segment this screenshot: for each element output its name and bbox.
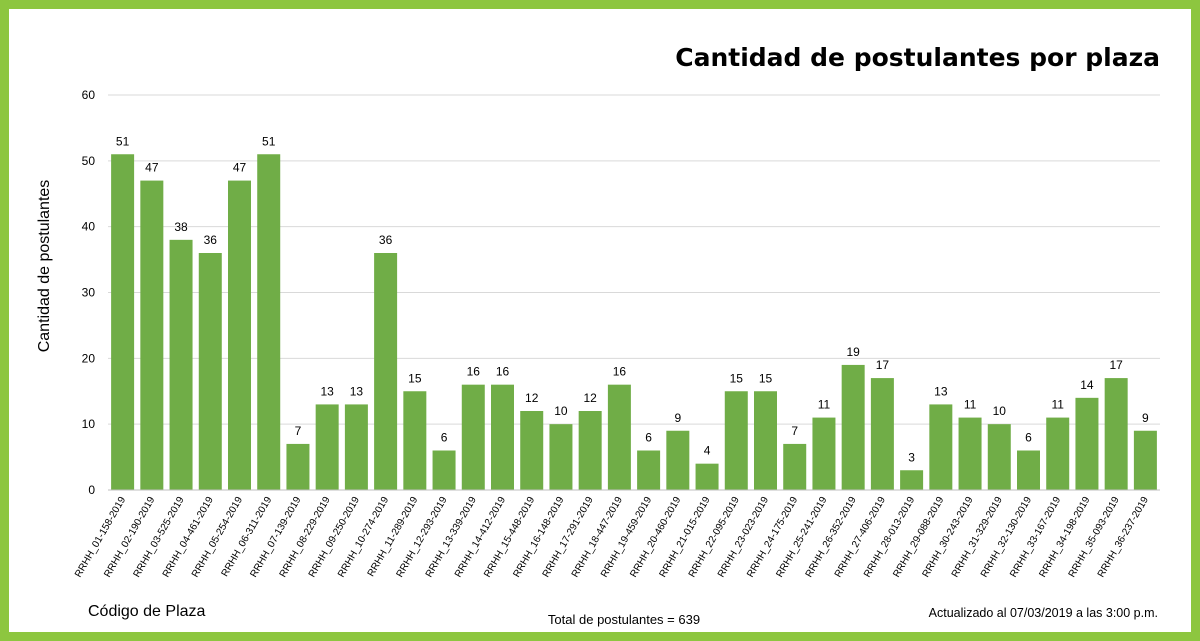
data-label: 47 <box>233 161 247 175</box>
data-label: 15 <box>408 371 422 385</box>
bar <box>754 391 777 490</box>
data-label: 10 <box>554 404 568 418</box>
bar <box>344 404 368 490</box>
data-label: 11 <box>964 398 977 412</box>
data-label: 13 <box>350 384 364 398</box>
bar <box>900 470 924 490</box>
data-label: 47 <box>145 161 159 175</box>
data-label: 9 <box>674 411 681 425</box>
data-label: 36 <box>204 233 218 247</box>
bar <box>432 450 456 490</box>
bar <box>228 180 251 491</box>
y-axis-ticks: 0 10 20 30 40 50 60 <box>82 88 96 497</box>
bar <box>637 450 661 490</box>
data-label: 12 <box>583 391 597 405</box>
data-label: 11 <box>1051 398 1064 412</box>
data-label: 38 <box>174 220 188 234</box>
data-label: 11 <box>818 398 831 412</box>
bar <box>549 424 573 490</box>
data-label: 7 <box>295 424 302 438</box>
total-postulantes: Total de postulantes = 639 <box>548 612 700 627</box>
bar <box>870 378 894 490</box>
data-label: 16 <box>613 365 627 379</box>
bar <box>1133 430 1157 490</box>
data-label: 36 <box>379 233 393 247</box>
bar <box>140 180 164 491</box>
x-axis-label: Código de Plaza <box>88 603 206 620</box>
data-label: 3 <box>908 450 915 464</box>
data-label: 12 <box>525 391 539 405</box>
data-label: 13 <box>934 384 948 398</box>
data-label: 6 <box>645 431 652 445</box>
bar <box>1046 417 1070 490</box>
y-tick-label: 10 <box>82 417 96 431</box>
data-label: 13 <box>320 384 334 398</box>
data-label: 16 <box>496 365 510 379</box>
data-label: 51 <box>116 134 130 148</box>
x-tick-label: RRHH_01-158-2019 <box>73 495 128 580</box>
data-label: 17 <box>1109 358 1123 372</box>
bar <box>841 364 865 490</box>
y-tick-label: 40 <box>82 220 96 234</box>
data-label: 7 <box>791 424 798 438</box>
bars <box>111 154 1157 491</box>
data-label: 14 <box>1080 378 1094 392</box>
updated-note: Actualizado al 07/03/2019 a las 3:00 p.m… <box>929 606 1158 620</box>
data-label: 4 <box>704 444 711 458</box>
y-axis-label: Cantidad de postulantes <box>36 180 53 353</box>
bar <box>286 443 310 490</box>
bar <box>695 463 719 490</box>
bar <box>929 404 953 490</box>
bar <box>1075 397 1099 490</box>
gridlines <box>108 94 1160 425</box>
data-label: 6 <box>1025 431 1032 445</box>
bar <box>491 384 514 490</box>
y-tick-label: 60 <box>82 88 96 102</box>
bar <box>783 443 807 490</box>
bar <box>403 391 427 490</box>
bar <box>987 424 1011 490</box>
bar <box>169 239 193 490</box>
data-label: 6 <box>441 431 448 445</box>
bar <box>1104 378 1128 490</box>
bar <box>520 411 544 490</box>
bar <box>607 384 631 490</box>
bar <box>257 154 281 490</box>
bar <box>812 417 836 490</box>
bar <box>724 391 748 490</box>
data-label: 19 <box>846 345 860 359</box>
bar <box>461 384 485 490</box>
bar <box>315 404 339 490</box>
chart-title: Cantidad de postulantes por plaza <box>675 43 1160 72</box>
bar <box>958 417 982 490</box>
data-label: 17 <box>876 358 890 372</box>
bar <box>374 253 398 490</box>
bar <box>1017 450 1040 490</box>
data-label: 51 <box>262 134 276 148</box>
data-label: 15 <box>759 371 773 385</box>
data-label: 9 <box>1142 411 1149 425</box>
data-label: 10 <box>993 404 1007 418</box>
y-tick-label: 30 <box>82 286 96 300</box>
y-tick-label: 50 <box>82 154 96 168</box>
bar <box>198 253 222 490</box>
data-label: 15 <box>730 371 744 385</box>
x-axis-ticks: RRHH_01-158-2019RRHH_02-190-2019RRHH_03-… <box>73 495 1151 580</box>
data-label: 16 <box>467 365 481 379</box>
bar <box>666 430 690 490</box>
y-tick-label: 20 <box>82 351 96 365</box>
y-tick-label: 0 <box>88 483 95 497</box>
bar <box>111 154 135 490</box>
bar <box>578 411 602 490</box>
